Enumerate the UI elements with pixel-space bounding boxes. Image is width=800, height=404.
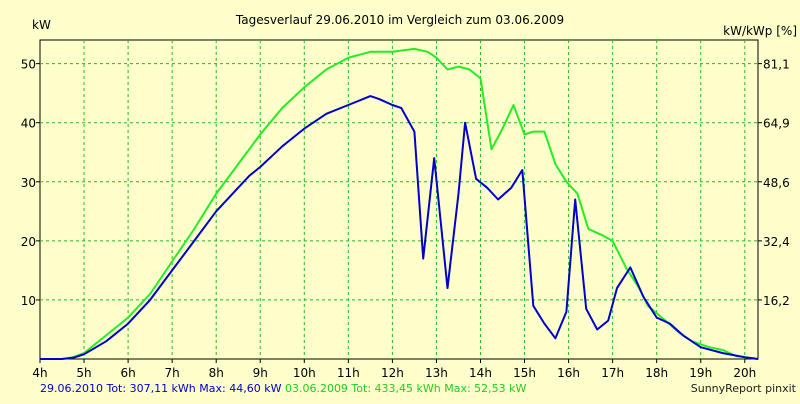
x-tick-label: 5h: [76, 366, 91, 380]
legend-series-2010: 29.06.2010 Tot: 307,11 kWh Max: 44,60 kW: [40, 382, 282, 395]
x-tick-label: 17h: [601, 366, 624, 380]
x-tick-label: 8h: [209, 366, 224, 380]
x-axis-ticks: 4h 5h 6h 7h 8h 9h 10h 11h 12h 13h 14h 15h 16h 17h 18h 1…: [32, 359, 756, 380]
y-axis-label-left: kW: [32, 18, 51, 32]
y-tick-label-left: 10: [21, 294, 36, 308]
x-tick-label: 16h: [557, 366, 580, 380]
x-tick-label: 14h: [469, 366, 492, 380]
y-tick-label-right: 64,9: [763, 117, 790, 131]
y-tick-label-right: 32,4: [763, 235, 790, 249]
y-tick-label-left: 20: [21, 235, 36, 249]
x-tick-label: 11h: [337, 366, 360, 380]
x-tick-label: 19h: [689, 366, 712, 380]
x-tick-label: 4h: [32, 366, 47, 380]
y-axis-ticks-right: 16,2 32,4 48,6 64,9 81,1: [758, 58, 790, 308]
y-tick-label-right: 81,1: [763, 58, 790, 72]
x-tick-label: 13h: [425, 366, 448, 380]
y-tick-label-left: 50: [21, 58, 36, 72]
x-tick-label: 20h: [733, 366, 756, 380]
series-layer: [40, 47, 759, 360]
x-tick-label: 6h: [120, 366, 135, 380]
y-tick-label-left: 30: [21, 176, 36, 190]
x-tick-label: 18h: [645, 366, 668, 380]
y-tick-label-right: 16,2: [763, 294, 790, 308]
footer-legend: 29.06.2010 Tot: 307,11 kWh Max: 44,60 kW…: [40, 382, 526, 395]
x-tick-label: 12h: [381, 366, 404, 380]
legend-series-2009: 03.06.2009 Tot: 433,45 kWh Max: 52,53 kW: [284, 382, 527, 395]
chart-title: Tagesverlauf 29.06.2010 im Vergleich zum…: [235, 13, 564, 27]
x-tick-label: 15h: [513, 366, 536, 380]
footer-credit: SunnyReport pinxit: [690, 382, 796, 395]
x-tick-label: 9h: [253, 366, 268, 380]
series-line-29-06-2010: [40, 95, 759, 360]
x-tick-label: 7h: [165, 366, 180, 380]
x-tick-label: 10h: [293, 366, 316, 380]
y-axis-label-right: kW/kWp [%]: [723, 24, 797, 38]
plot-area: [39, 39, 759, 360]
y-axis-ticks-left: 10 20 30 40 50: [21, 58, 40, 308]
y-tick-label-left: 40: [21, 117, 36, 131]
y-tick-label-right: 48,6: [763, 176, 790, 190]
